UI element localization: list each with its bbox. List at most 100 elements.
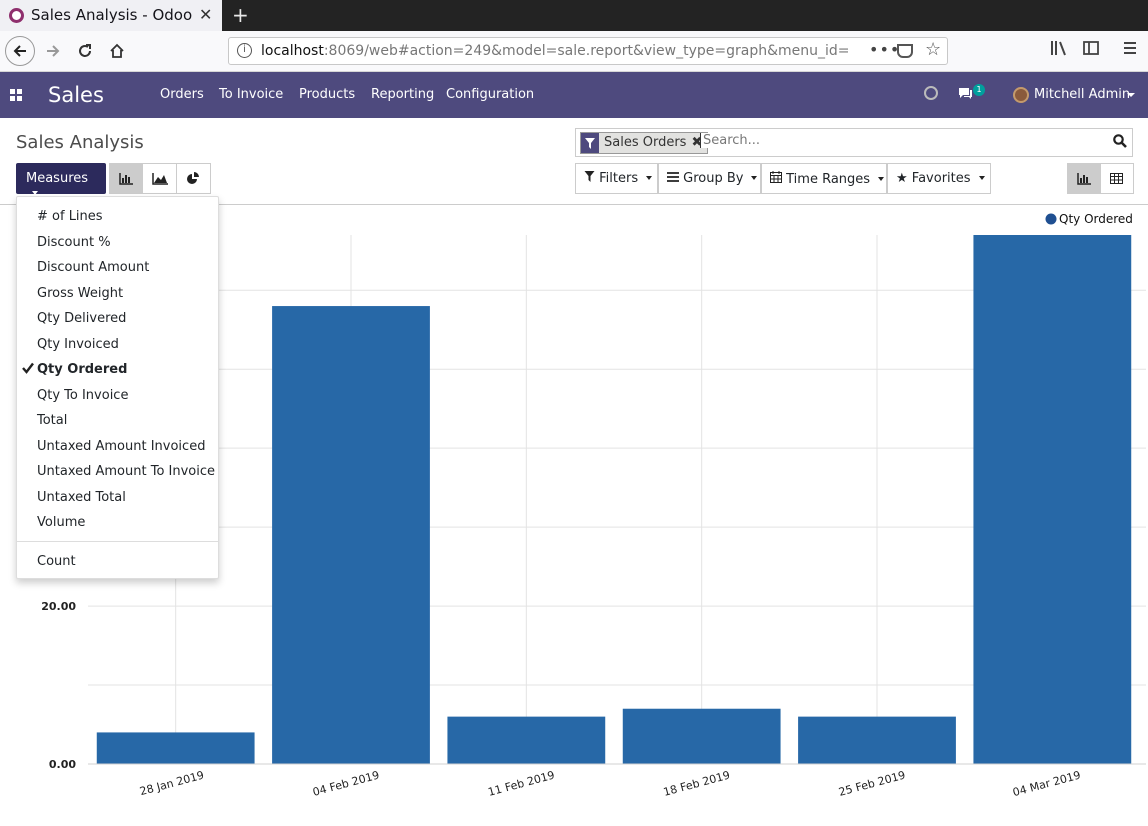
measures-button[interactable]: Measures (16, 163, 106, 195)
menu-to-invoice[interactable]: To Invoice (219, 87, 284, 102)
reload-icon[interactable] (70, 36, 100, 66)
star-icon: ★ (896, 171, 908, 186)
bar (622, 708, 781, 764)
pocket-icon[interactable] (897, 44, 913, 58)
measure-item[interactable]: Qty To Invoice (37, 388, 129, 403)
bar (447, 716, 606, 764)
browser-navbar: i localhost:8069/web#action=249&model=sa… (0, 31, 1148, 72)
y-tick-label: 0.00 (49, 758, 76, 771)
filter-icon (584, 171, 595, 182)
bar (272, 306, 430, 764)
facet-label: Sales Orders (604, 135, 687, 150)
x-tick-label: 11 Feb 2019 (487, 769, 557, 799)
caret-down-icon (978, 176, 985, 180)
legend-label: Qty Ordered (1059, 212, 1133, 226)
info-icon[interactable]: i (237, 43, 252, 58)
view-switcher (1067, 163, 1134, 194)
measure-item[interactable]: Untaxed Total (37, 490, 126, 505)
measure-item[interactable]: Gross Weight (37, 286, 124, 301)
browser-tab-title: Sales Analysis - Odoo (31, 6, 193, 24)
search-box: Sales Orders ✖ (575, 128, 1133, 157)
measures-label: Measures (26, 171, 89, 186)
measure-item[interactable]: Untaxed Amount Invoiced (37, 439, 206, 454)
user-name[interactable]: Mitchell Admin (1034, 87, 1131, 102)
browser-tab-strip: Sales Analysis - Odoo ✕ + (0, 0, 1148, 31)
pie-chart-icon[interactable] (177, 164, 210, 193)
url-bar[interactable]: i localhost:8069/web#action=249&model=sa… (228, 37, 948, 65)
pivot-view-icon[interactable] (1101, 164, 1133, 193)
search-input[interactable] (700, 133, 1090, 148)
search-icon[interactable] (1113, 134, 1127, 148)
measure-item[interactable]: Qty Delivered (37, 311, 127, 326)
home-icon[interactable] (102, 36, 132, 66)
measure-item[interactable]: Total (37, 413, 68, 428)
x-tick-label: 28 Jan 2019 (138, 769, 205, 799)
new-tab-button[interactable]: + (232, 3, 249, 27)
caret-down-icon (646, 176, 653, 180)
measure-item[interactable]: Discount % (37, 235, 111, 250)
search-facet[interactable]: Sales Orders ✖ (580, 132, 709, 154)
measure-item-count[interactable]: Count (37, 554, 76, 569)
favorites-label: Favorites (911, 171, 971, 186)
hamburger-menu-icon[interactable] (1122, 40, 1138, 60)
measure-item[interactable]: Discount Amount (37, 260, 150, 275)
activity-clock-icon[interactable] (924, 86, 938, 100)
sidebar-icon[interactable] (1083, 40, 1099, 60)
list-icon (667, 172, 679, 182)
chart-type-switcher (109, 163, 211, 194)
menu-configuration[interactable]: Configuration (446, 87, 535, 102)
forward-arrow-icon[interactable] (38, 36, 68, 66)
page-title: Sales Analysis (16, 132, 144, 153)
back-arrow-icon[interactable] (5, 36, 35, 66)
url-text[interactable]: localhost:8069/web#action=249&model=sale… (261, 43, 850, 59)
measure-item[interactable]: Qty Invoiced (37, 337, 119, 352)
control-panel: Sales Analysis Measures Sales Orders ✖ F… (0, 118, 1148, 205)
x-tick-label: 25 Feb 2019 (837, 769, 907, 799)
chat-icon[interactable] (957, 86, 973, 104)
measure-item[interactable]: # of Lines (37, 209, 103, 224)
menu-orders[interactable]: Orders (160, 87, 204, 102)
bar-chart-icon[interactable] (110, 164, 144, 193)
odoo-main-navbar: Sales Orders To Invoice Products Reporti… (0, 72, 1148, 118)
bar (798, 716, 956, 764)
group-by-button[interactable]: Group By (658, 163, 761, 194)
bar (96, 732, 255, 764)
bar (973, 235, 1132, 764)
time-ranges-label: Time Ranges (786, 172, 871, 187)
measure-item-selected[interactable]: Qty Ordered (37, 362, 128, 377)
caret-down-icon (751, 176, 758, 180)
close-tab-icon[interactable]: ✕ (199, 5, 213, 24)
legend-marker (1045, 213, 1057, 225)
calendar-icon (770, 171, 782, 183)
menu-reporting[interactable]: Reporting (371, 87, 435, 102)
area-chart-icon[interactable] (143, 164, 177, 193)
caret-down-icon (32, 191, 38, 195)
graph-view-icon[interactable] (1068, 164, 1101, 193)
chevron-down-icon[interactable] (1127, 93, 1135, 97)
bookmark-star-icon[interactable]: ☆ (925, 39, 942, 60)
measures-dropdown: # of Lines Discount % Discount Amount Gr… (16, 196, 219, 579)
menu-products[interactable]: Products (299, 87, 356, 102)
avatar[interactable] (1013, 87, 1029, 103)
x-tick-label: 04 Mar 2019 (1011, 769, 1082, 800)
filter-icon (581, 133, 599, 153)
time-ranges-button[interactable]: Time Ranges (761, 163, 887, 194)
measure-item[interactable]: Untaxed Amount To Invoice (37, 464, 216, 479)
x-tick-label: 04 Feb 2019 (311, 769, 381, 799)
apps-grid-icon[interactable] (10, 89, 22, 101)
filters-button[interactable]: Filters (575, 163, 658, 194)
browser-tab[interactable]: Sales Analysis - Odoo ✕ (0, 0, 222, 31)
checkmark-icon (22, 362, 34, 374)
favorites-button[interactable]: ★ Favorites (887, 163, 991, 194)
bar-chart: 0.00 20.00 28 Jan 2019 04 Feb 2019 11 Feb 20… (41, 212, 1146, 800)
x-tick-label: 18 Feb 2019 (662, 769, 732, 799)
caret-down-icon (878, 177, 885, 181)
measure-item[interactable]: Volume (37, 515, 86, 530)
odoo-favicon-icon (9, 8, 24, 23)
chat-badge: 1 (973, 84, 985, 96)
facet-remove-icon[interactable]: ✖ (691, 135, 703, 150)
library-icon[interactable] (1050, 40, 1068, 60)
y-tick-label: 20.00 (41, 600, 76, 613)
app-name[interactable]: Sales (48, 83, 104, 107)
more-actions-icon[interactable]: ••• (869, 40, 901, 59)
